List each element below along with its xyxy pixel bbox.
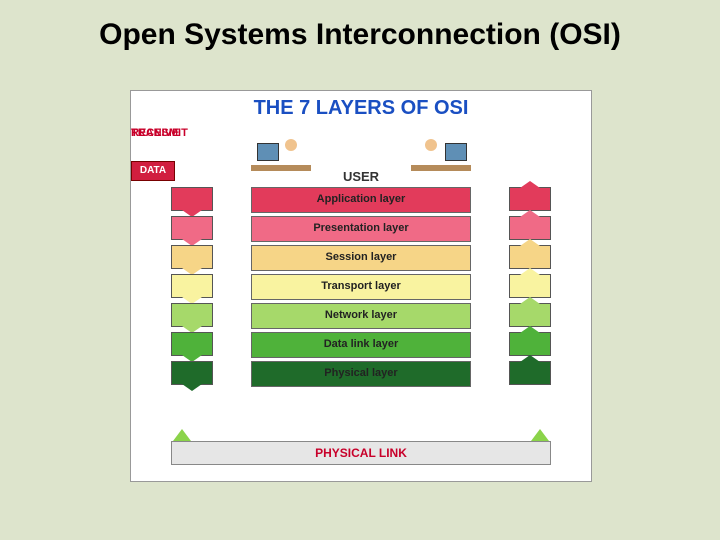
receive-arrow xyxy=(509,187,551,211)
receive-arrow xyxy=(509,332,551,356)
layer-stack: Application layer Presentation layer Sessi… xyxy=(131,187,591,390)
page-title: Open Systems Interconnection (OSI) xyxy=(0,18,720,52)
receive-arrow xyxy=(509,361,551,385)
layer-label: Application layer xyxy=(251,187,471,211)
transmit-arrow xyxy=(171,274,213,298)
receive-arrow xyxy=(509,245,551,269)
layer-row: Physical layer xyxy=(131,361,591,387)
transmit-arrow xyxy=(171,245,213,269)
receive-arrow xyxy=(509,216,551,240)
osi-figure: THE 7 LAYERS OF OSI TRANSMIT RECEIVE USE… xyxy=(130,90,592,482)
slide: Open Systems Interconnection (OSI) THE 7… xyxy=(0,0,720,540)
layer-label: Transport layer xyxy=(251,274,471,298)
receive-arrow xyxy=(509,274,551,298)
layer-label: Network layer xyxy=(251,303,471,327)
transmit-arrow xyxy=(171,187,213,211)
figure-title: THE 7 LAYERS OF OSI xyxy=(131,97,591,120)
physical-link-bar: PHYSICAL LINK xyxy=(171,441,551,465)
receive-label: RECEIVE xyxy=(131,127,179,139)
physical-link-arrow-right xyxy=(531,429,549,441)
layer-label: Presentation layer xyxy=(251,216,471,240)
layer-label: Physical layer xyxy=(251,361,471,385)
physical-link: PHYSICAL LINK xyxy=(171,441,551,465)
layer-label: Session layer xyxy=(251,245,471,269)
transmit-arrow xyxy=(171,332,213,356)
data-box-right: DATA xyxy=(131,161,175,181)
transmit-arrow xyxy=(171,361,213,385)
receive-arrow xyxy=(509,303,551,327)
physical-link-arrow-left xyxy=(173,429,191,441)
transmit-arrow xyxy=(171,303,213,327)
transmit-arrow xyxy=(171,216,213,240)
layer-label: Data link layer xyxy=(251,332,471,356)
